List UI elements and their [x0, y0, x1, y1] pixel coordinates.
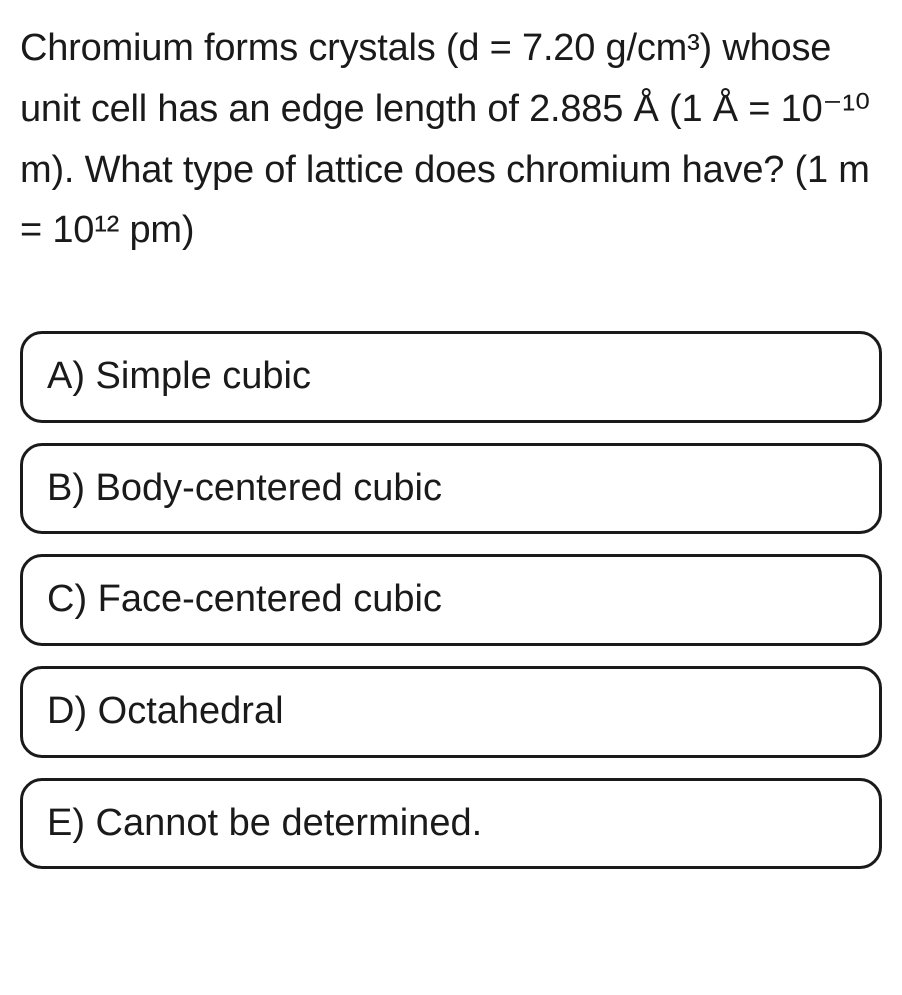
option-a[interactable]: A) Simple cubic: [20, 331, 882, 423]
option-label: D) Octahedral: [47, 690, 284, 732]
option-e[interactable]: E) Cannot be determined.: [20, 778, 882, 870]
option-label: A) Simple cubic: [47, 355, 311, 397]
option-d[interactable]: D) Octahedral: [20, 666, 882, 758]
options-list: A) Simple cubic B) Body-centered cubic C…: [20, 331, 882, 869]
question-text: Chromium forms crystals (d = 7.20 g/cm³)…: [20, 18, 882, 261]
option-c[interactable]: C) Face-centered cubic: [20, 554, 882, 646]
option-label: C) Face-centered cubic: [47, 578, 442, 620]
option-label: E) Cannot be determined.: [47, 802, 482, 844]
option-label: B) Body-centered cubic: [47, 467, 442, 509]
quiz-container: Chromium forms crystals (d = 7.20 g/cm³)…: [0, 0, 902, 889]
option-b[interactable]: B) Body-centered cubic: [20, 443, 882, 535]
